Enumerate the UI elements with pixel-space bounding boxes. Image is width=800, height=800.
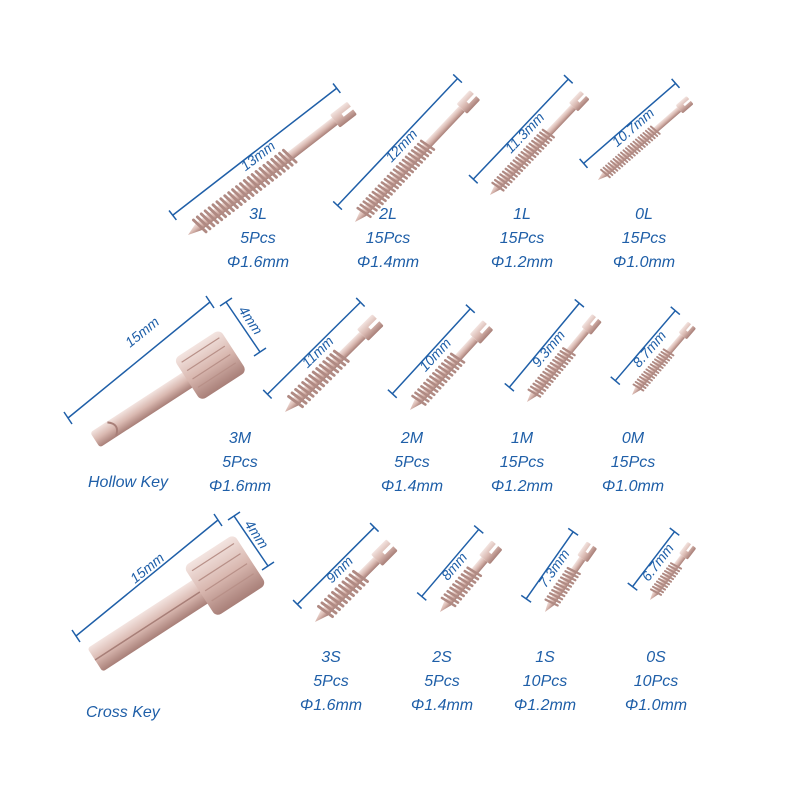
screw-size: 0S (646, 649, 666, 666)
screw-diameter: Φ1.6mm (300, 697, 362, 714)
screw-2L (355, 90, 480, 222)
cross-key-label: Cross Key (86, 704, 161, 721)
screw-size: 1S (535, 649, 555, 666)
hollow-key-length: 15mm (122, 313, 163, 350)
hollow-key-knurled-head (175, 331, 245, 399)
hollow-key-width: 4mm (236, 303, 267, 338)
dimension-line (168, 83, 341, 221)
dimension-line (468, 74, 574, 184)
screw-qty: 5Pcs (313, 673, 349, 690)
hollow-key-label: Hollow Key (88, 474, 169, 491)
screw-diameter: Φ1.4mm (411, 697, 473, 714)
screw-2S (440, 540, 502, 612)
screw-qty: 15Pcs (611, 454, 655, 471)
screw-diameter: Φ1.4mm (381, 478, 443, 495)
screw-diameter: Φ1.6mm (209, 478, 271, 495)
screw-qty: 15Pcs (500, 454, 544, 471)
screw-size: 0L (635, 206, 653, 223)
screw-size: 3M (229, 430, 252, 447)
hollow-key (91, 331, 245, 447)
dimension-line (262, 297, 366, 400)
screw-size: 0M (622, 430, 645, 447)
screw-diameter: Φ1.0mm (625, 697, 687, 714)
screw-shaft (355, 106, 465, 222)
hollow-key-shaft (91, 368, 200, 447)
screw-size: 2M (400, 430, 424, 447)
dimension-line (387, 304, 476, 399)
screw-diameter: Φ1.2mm (491, 478, 553, 495)
dimension-line (332, 73, 463, 211)
screw-qty: 10Pcs (523, 673, 567, 690)
screw-1S (544, 541, 597, 612)
screw-diameter: Φ1.6mm (227, 254, 289, 271)
dimension-line (292, 522, 380, 610)
screw-diameter: Φ1.2mm (491, 254, 553, 271)
screw-2M (410, 320, 493, 410)
cross-key-knurled-head (185, 536, 265, 615)
screw-diameter: Φ1.2mm (514, 697, 576, 714)
screw-qty: 15Pcs (366, 230, 410, 247)
screw-size: 2L (378, 206, 397, 223)
cross-key (88, 536, 265, 671)
screw-qty: 5Pcs (424, 673, 460, 690)
key-dimension-lines (63, 295, 275, 643)
screw-size: 1L (513, 206, 531, 223)
screw-3M (285, 314, 384, 412)
screw-qty: 10Pcs (634, 673, 678, 690)
dimension-line (610, 306, 681, 386)
screw-size: 1M (511, 430, 534, 447)
screw-1M (527, 314, 602, 402)
screw-qty: 5Pcs (240, 230, 276, 247)
screw-0M (632, 322, 696, 395)
screw-diameter: Φ1.0mm (602, 478, 664, 495)
screw-diameter: Φ1.4mm (357, 254, 419, 271)
screw-size: 3S (321, 649, 341, 666)
cross-key-length: 15mm (127, 549, 168, 586)
screw-0S (649, 542, 696, 600)
dimension-line (416, 524, 484, 601)
dimension-line (579, 78, 681, 169)
screw-3S (315, 539, 398, 622)
screw-1L (490, 91, 589, 195)
screw-size: 3L (249, 206, 267, 223)
screw-qty: 15Pcs (622, 230, 666, 247)
screw-3L (188, 102, 357, 235)
screw-0L (598, 96, 693, 180)
dimension-line (504, 298, 585, 392)
screw-qty: 15Pcs (500, 230, 544, 247)
screw-qty: 5Pcs (394, 454, 430, 471)
dimension-line (520, 527, 579, 603)
screw-diameter: Φ1.0mm (613, 254, 675, 271)
dimension-line (627, 527, 680, 591)
screw-size: 2S (431, 649, 452, 666)
screw-shaft (410, 336, 478, 410)
screw-qty: 5Pcs (222, 454, 258, 471)
